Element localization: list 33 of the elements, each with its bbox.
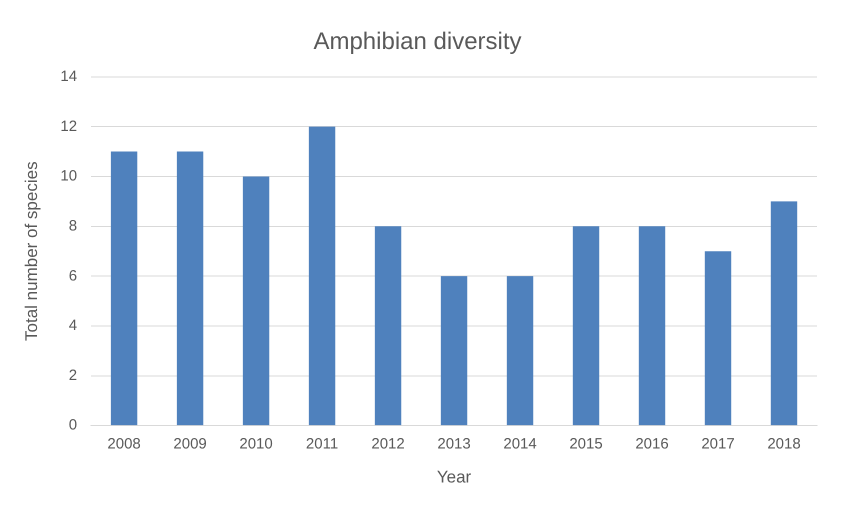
bar [176, 152, 204, 426]
x-tick-label: 2016 [635, 436, 669, 453]
bar [506, 276, 534, 426]
bar [374, 226, 402, 426]
y-tick-label: 0 [68, 416, 78, 434]
y-tick-label: 10 [60, 168, 78, 185]
y-tick-label: 8 [68, 217, 78, 234]
x-tick-label: 2010 [239, 436, 273, 453]
y-tick-label: 6 [68, 267, 78, 284]
y-tick-label: 2 [68, 366, 78, 384]
bar [770, 201, 798, 426]
bar [638, 226, 666, 426]
x-axis-title: Year [436, 467, 472, 486]
bar [440, 276, 468, 426]
bar [242, 176, 270, 426]
x-tick-label: 2018 [767, 436, 801, 453]
x-tick-label: 2012 [371, 436, 405, 453]
bar [572, 226, 600, 426]
x-tick-label: 2013 [437, 436, 471, 453]
x-tick-label: 2008 [107, 436, 141, 453]
x-tick-label: 2011 [306, 436, 338, 453]
x-tick-label: 2015 [569, 436, 603, 453]
bar [704, 251, 732, 426]
x-tick-label: 2009 [173, 436, 207, 453]
y-tick-label: 4 [68, 317, 78, 334]
y-tick-label: 12 [60, 118, 78, 135]
chart-title: Amphibian diversity [313, 28, 522, 56]
bar [110, 152, 138, 426]
x-tick-label: 2017 [701, 436, 735, 453]
y-axis-title: Total number of species [22, 161, 41, 341]
y-tick-label: 14 [60, 68, 78, 85]
x-tick-label: 2014 [503, 436, 537, 453]
bar [308, 126, 336, 426]
